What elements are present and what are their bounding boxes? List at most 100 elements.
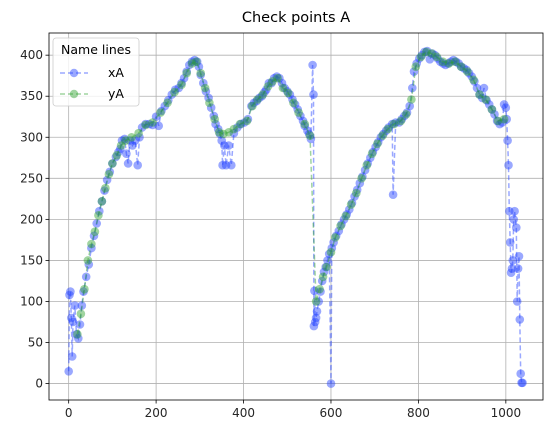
data-point-xa bbox=[381, 126, 391, 135]
data-point-xa bbox=[459, 64, 469, 73]
data-point-ya bbox=[311, 297, 321, 306]
data-point-xa bbox=[117, 136, 127, 145]
data-point-xa bbox=[290, 100, 300, 109]
data-point-ya bbox=[346, 200, 356, 209]
data-point-xa bbox=[269, 73, 279, 83]
legend-swatch-marker-xa bbox=[69, 68, 79, 78]
plot-frame bbox=[48, 32, 544, 401]
data-point-xa bbox=[379, 129, 388, 139]
x-tick-label: 800 bbox=[407, 406, 430, 420]
data-point-xa bbox=[66, 287, 75, 296]
data-point-xa bbox=[130, 136, 140, 145]
data-point-xa bbox=[217, 136, 226, 145]
data-point-ya bbox=[278, 83, 288, 93]
data-point-xa bbox=[309, 90, 318, 99]
data-point-xa bbox=[133, 160, 142, 170]
data-point-ya bbox=[456, 62, 466, 71]
data-point-ya bbox=[76, 309, 86, 319]
series-line-xa bbox=[67, 50, 523, 384]
data-point-ya bbox=[401, 110, 411, 119]
data-point-xa bbox=[503, 136, 512, 145]
data-point-ya bbox=[248, 101, 257, 111]
data-point-ya bbox=[322, 262, 331, 272]
data-point-ya bbox=[148, 118, 157, 127]
data-point-xa bbox=[154, 121, 163, 131]
data-point-xa bbox=[352, 185, 362, 195]
data-point-xa bbox=[508, 256, 518, 265]
data-point-xa bbox=[123, 159, 133, 168]
data-point-xa bbox=[304, 129, 314, 139]
data-point-ya bbox=[341, 211, 351, 221]
data-point-xa bbox=[277, 78, 287, 88]
x-tick-label: 600 bbox=[320, 406, 343, 420]
data-point-xa bbox=[125, 136, 135, 145]
data-point-xa bbox=[288, 95, 297, 104]
data-point-xa bbox=[408, 83, 417, 93]
data-point-xa bbox=[388, 190, 398, 199]
data-point-xa bbox=[479, 83, 489, 93]
data-point-ya bbox=[416, 52, 426, 62]
data-point-xa bbox=[510, 206, 519, 216]
data-point-ya bbox=[97, 197, 107, 206]
data-point-xa bbox=[412, 59, 422, 68]
data-point-ya bbox=[116, 141, 126, 150]
data-point-xa bbox=[264, 78, 274, 88]
data-point-xa bbox=[77, 301, 87, 310]
data-point-xa bbox=[243, 114, 253, 124]
data-point-xa bbox=[201, 87, 211, 96]
data-point-ya bbox=[273, 73, 282, 83]
data-point-xa bbox=[75, 320, 85, 329]
grid bbox=[49, 33, 543, 400]
data-point-xa bbox=[443, 59, 453, 68]
data-point-ya bbox=[235, 119, 245, 129]
data-point-xa bbox=[324, 249, 334, 259]
data-point-xa bbox=[247, 101, 256, 111]
data-point-xa bbox=[157, 106, 166, 116]
data-point-xa bbox=[92, 219, 101, 228]
legend-label-xa: xA bbox=[108, 65, 124, 80]
data-point-ya bbox=[407, 95, 416, 104]
data-point-ya bbox=[411, 62, 421, 71]
data-point-xa bbox=[446, 57, 456, 66]
data-point-xa bbox=[492, 116, 502, 126]
data-point-xa bbox=[68, 317, 78, 327]
data-point-xa bbox=[240, 118, 249, 127]
data-point-xa bbox=[275, 73, 284, 83]
data-point-xa bbox=[111, 152, 121, 162]
data-point-xa bbox=[100, 186, 109, 195]
data-point-xa bbox=[310, 286, 319, 296]
data-point-ya bbox=[438, 57, 448, 66]
data-point-xa bbox=[79, 287, 88, 296]
data-point-xa bbox=[283, 87, 292, 96]
data-point-ya bbox=[141, 120, 150, 130]
data-point-xa bbox=[487, 105, 497, 114]
data-point-xa bbox=[384, 123, 394, 132]
data-point-xa bbox=[144, 119, 154, 129]
data-point-ya bbox=[170, 87, 179, 97]
data-point-xa bbox=[179, 73, 189, 83]
data-point-xa bbox=[420, 47, 429, 57]
data-point-xa bbox=[350, 192, 359, 201]
data-point-xa bbox=[334, 226, 344, 236]
data-point-xa bbox=[405, 101, 415, 111]
data-point-xa bbox=[151, 112, 161, 121]
data-point-xa bbox=[164, 96, 173, 105]
data-point-xa bbox=[64, 367, 73, 376]
legend-swatch-marker-ya bbox=[69, 89, 79, 99]
data-point-xa bbox=[300, 121, 310, 131]
legend: Name lines xA yA bbox=[52, 37, 140, 107]
data-point-xa bbox=[436, 57, 445, 66]
data-point-xa bbox=[484, 100, 494, 109]
data-point-xa bbox=[358, 172, 367, 181]
legend-label-ya: yA bbox=[108, 86, 124, 101]
data-point-xa bbox=[366, 153, 375, 163]
x-tick-label: 0 bbox=[65, 406, 73, 420]
data-point-xa bbox=[464, 68, 474, 78]
data-point-xa bbox=[285, 90, 295, 99]
y-tick-label: 350 bbox=[20, 89, 43, 103]
data-point-xa bbox=[409, 67, 419, 76]
data-point-xa bbox=[209, 111, 219, 121]
data-point-ya bbox=[357, 174, 366, 183]
y-tick-label: 100 bbox=[20, 294, 43, 308]
data-point-ya bbox=[187, 59, 197, 68]
